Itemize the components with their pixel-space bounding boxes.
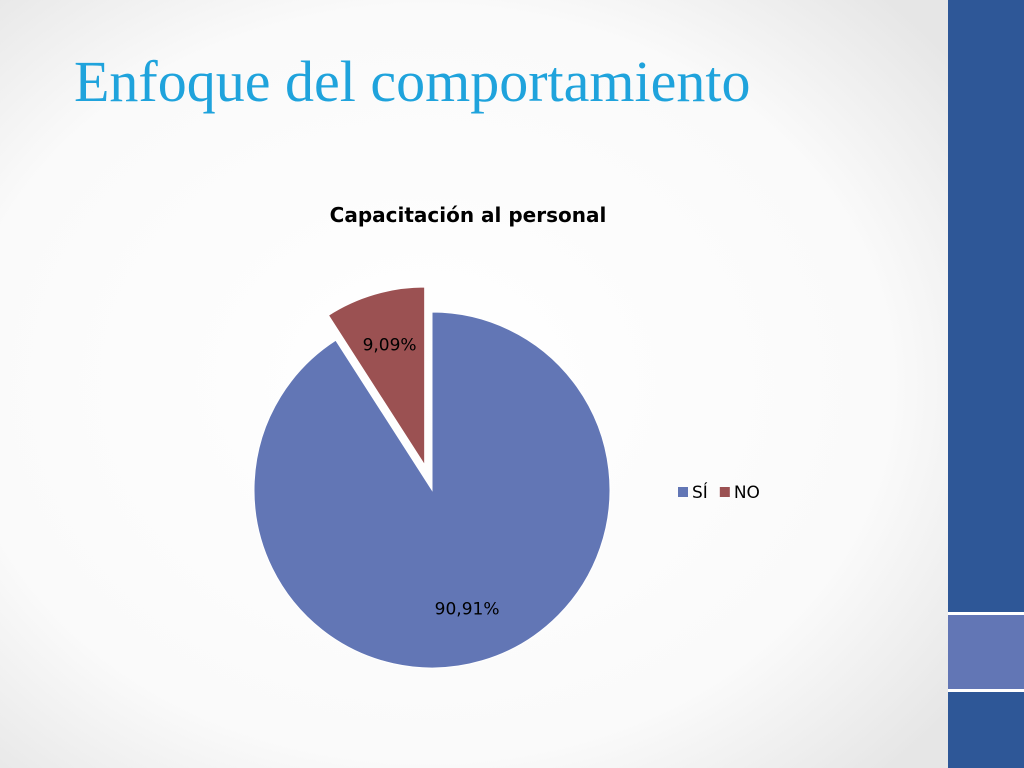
legend: SÍ NO [678, 481, 760, 503]
pie-slice [327, 286, 426, 467]
data-label: 90,91% [435, 600, 500, 620]
side-block [948, 615, 1024, 689]
pie-slice [253, 311, 611, 669]
legend-swatch [678, 487, 688, 497]
legend-swatch [719, 487, 730, 497]
legend-label: NO [734, 483, 760, 503]
slide-title: Enfoque del comportamiento [74, 49, 750, 114]
data-label: 9,09% [363, 335, 417, 355]
legend-label: SÍ [692, 481, 708, 503]
pie: 90,91% 9,09% [253, 286, 611, 669]
chart-title: Capacitación al personal [330, 203, 607, 227]
